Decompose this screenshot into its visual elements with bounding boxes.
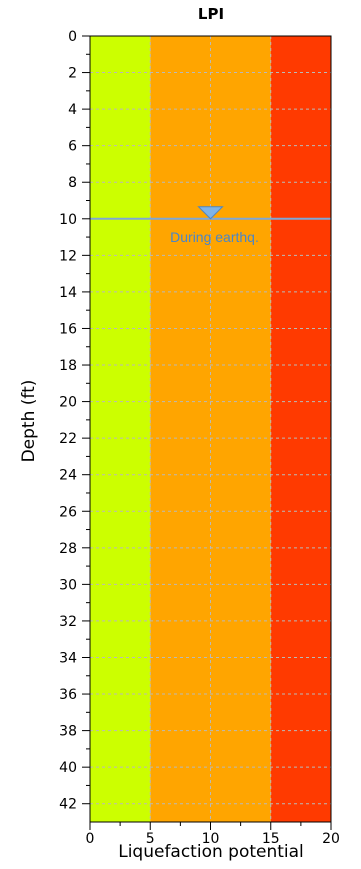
x-tick-label: 15 [262, 831, 280, 847]
y-tick-label: 26 [59, 504, 77, 520]
chart-title: LPI [198, 5, 224, 23]
water-table-label: During earthq. [170, 229, 259, 245]
band-0 [90, 36, 151, 822]
y-tick-label: 10 [59, 212, 77, 228]
x-tick-label: 10 [202, 831, 220, 847]
y-tick-label: 2 [68, 66, 77, 82]
y-tick-label: 22 [59, 431, 77, 447]
y-tick-label: 18 [59, 358, 77, 374]
water-table-marker [197, 206, 224, 220]
y-axis-title: Depth (ft) [19, 380, 39, 463]
y-tick-label: 16 [59, 321, 77, 337]
band-2 [270, 36, 331, 822]
water-table: During earthq. [90, 206, 331, 245]
y-tick-label: 28 [59, 541, 77, 557]
y-tick-label: 36 [59, 687, 77, 703]
y-tick-label: 0 [68, 29, 77, 45]
y-tick-label: 24 [59, 468, 77, 484]
y-tick-label: 32 [59, 614, 77, 630]
tick-labels: 0246810121416182022242628303234363840420… [59, 29, 340, 847]
grid-lines [90, 36, 331, 822]
x-tick-label: 5 [146, 831, 155, 847]
y-tick-label: 30 [59, 577, 77, 593]
y-tick-label: 12 [59, 248, 77, 264]
y-tick-label: 4 [68, 102, 77, 118]
y-tick-label: 42 [59, 797, 77, 813]
x-tick-label: 0 [86, 831, 95, 847]
y-tick-label: 40 [59, 760, 77, 776]
y-tick-label: 34 [59, 650, 77, 666]
y-tick-label: 6 [68, 139, 77, 155]
y-tick-label: 38 [59, 724, 77, 740]
y-tick-label: 8 [68, 175, 77, 191]
axes [82, 35, 332, 830]
x-axis-title: Liquefaction potential [118, 842, 304, 862]
y-tick-label: 20 [59, 395, 77, 411]
x-tick-label: 20 [322, 831, 340, 847]
y-tick-label: 14 [59, 285, 77, 301]
